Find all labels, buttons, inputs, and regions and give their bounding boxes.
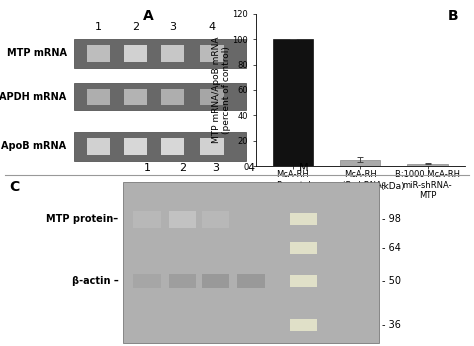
Bar xyxy=(202,211,229,228)
Text: 2: 2 xyxy=(179,163,186,173)
Text: C: C xyxy=(9,180,20,194)
Bar xyxy=(74,132,246,161)
Bar xyxy=(200,45,224,62)
Text: - 50: - 50 xyxy=(382,276,401,286)
Bar xyxy=(124,138,147,155)
Text: MTP mRNA: MTP mRNA xyxy=(7,48,66,58)
Bar xyxy=(407,164,448,166)
Bar xyxy=(133,211,161,228)
Text: 2: 2 xyxy=(132,22,139,32)
Text: GAPDH mRNA: GAPDH mRNA xyxy=(0,92,66,102)
Bar xyxy=(133,274,161,288)
Bar xyxy=(169,211,196,228)
Bar xyxy=(74,83,246,110)
Bar xyxy=(273,39,313,166)
Bar xyxy=(340,160,381,166)
Text: 1: 1 xyxy=(144,163,150,173)
Bar xyxy=(161,89,184,104)
Text: - 64: - 64 xyxy=(382,243,401,253)
Bar xyxy=(200,138,224,155)
Bar xyxy=(169,274,196,288)
Text: 4: 4 xyxy=(209,22,216,32)
Bar xyxy=(290,243,317,254)
Text: 1: 1 xyxy=(95,22,102,32)
Bar xyxy=(124,89,147,104)
Text: - 36: - 36 xyxy=(382,320,401,330)
Text: 3: 3 xyxy=(169,22,176,32)
Text: - 98: - 98 xyxy=(382,214,401,224)
Bar xyxy=(290,275,317,287)
Bar xyxy=(290,319,317,331)
Text: MTP protein–: MTP protein– xyxy=(46,214,118,224)
Text: ApoB mRNA: ApoB mRNA xyxy=(1,142,66,152)
Bar xyxy=(87,89,110,104)
Text: M: M xyxy=(299,163,308,173)
Bar xyxy=(124,45,147,62)
Text: B: B xyxy=(447,9,458,22)
Text: 3: 3 xyxy=(212,163,219,173)
Y-axis label: MTP mRNA/ApoB mRNA
(percent of control): MTP mRNA/ApoB mRNA (percent of control) xyxy=(212,37,231,143)
Bar xyxy=(202,274,229,288)
Bar xyxy=(87,45,110,62)
Bar xyxy=(290,213,317,225)
Text: 4: 4 xyxy=(247,163,255,173)
Bar xyxy=(74,39,246,68)
Bar xyxy=(161,138,184,155)
Bar xyxy=(237,274,265,288)
Text: β-actin –: β-actin – xyxy=(72,276,118,286)
Bar xyxy=(200,89,224,104)
Text: (kDa): (kDa) xyxy=(380,182,405,191)
Bar xyxy=(87,138,110,155)
Bar xyxy=(123,182,379,343)
Bar xyxy=(161,45,184,62)
Text: A: A xyxy=(143,9,153,22)
